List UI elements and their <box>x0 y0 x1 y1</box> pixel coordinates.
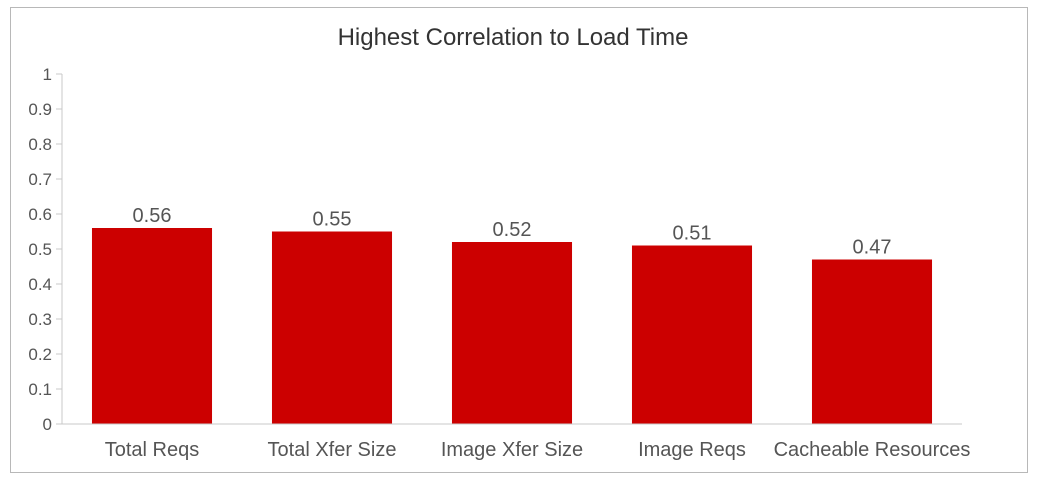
x-axis: Total Reqs Total Xfer Size Image Xfer Size… <box>62 423 971 461</box>
y-tick-label: 0 <box>43 415 52 434</box>
y-tick-label: 0.4 <box>28 275 52 294</box>
y-tick-label: 0.7 <box>28 170 52 189</box>
bar-value-label: 0.51 <box>673 223 712 245</box>
y-tick-label: 0.5 <box>28 240 52 259</box>
x-category-label: Image Reqs <box>638 439 746 461</box>
bar[interactable] <box>631 245 753 425</box>
bar[interactable] <box>451 242 573 424</box>
x-category-label: Image Xfer Size <box>441 439 583 461</box>
bar[interactable] <box>271 231 393 425</box>
y-tick-label: 0.6 <box>28 205 52 224</box>
bar[interactable] <box>91 228 213 424</box>
bar-value-label: 0.52 <box>493 219 532 241</box>
x-category-label: Total Reqs <box>105 439 200 461</box>
x-category-label: Total Xfer Size <box>268 439 397 461</box>
y-tick-label: 0.3 <box>28 310 52 329</box>
bars-group: 0.56 0.55 0.52 0.51 0.47 <box>91 205 933 425</box>
x-category-label: Cacheable Resources <box>774 439 971 461</box>
bar-value-label: 0.55 <box>313 209 352 231</box>
bar-value-label: 0.56 <box>133 205 172 227</box>
y-tick-label: 0.9 <box>28 100 52 119</box>
bar-value-label: 0.47 <box>853 237 892 259</box>
y-tick-label: 0.2 <box>28 345 52 364</box>
y-tick-label: 0.8 <box>28 135 52 154</box>
bar[interactable] <box>811 259 933 425</box>
y-tick-label: 1 <box>43 65 52 84</box>
y-tick-label: 0.1 <box>28 380 52 399</box>
y-axis: 0 0.1 0.2 0.3 0.4 0.5 0.6 0.7 0.8 0.9 1 <box>28 65 63 434</box>
chart-title: Highest Correlation to Load Time <box>337 24 689 51</box>
